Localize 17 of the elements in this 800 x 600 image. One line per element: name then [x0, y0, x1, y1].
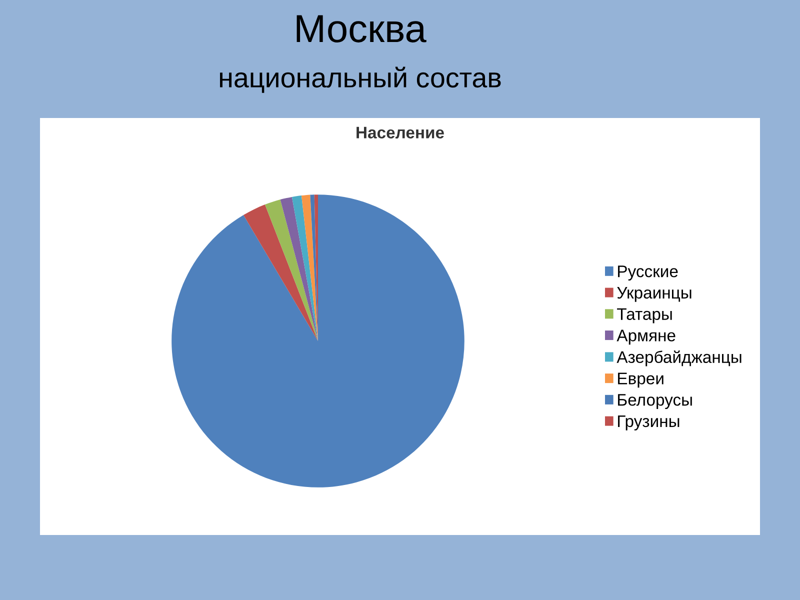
legend-label: Азербайджанцы: [616, 350, 742, 366]
chart-title: Москва: [296, 15, 426, 42]
pie-slice: [172, 194, 464, 488]
legend-label: Татары: [617, 308, 672, 324]
legend-label: Армяне: [616, 330, 676, 345]
legend-label: Грузины: [618, 415, 680, 430]
text: Население: [356, 126, 444, 138]
legend-label: Евреи: [618, 372, 664, 388]
pie-slice: [264, 200, 318, 341]
legend-label: Русские: [618, 266, 678, 281]
legend-label: Украинцы: [617, 286, 692, 302]
pie-slice: [280, 196, 318, 341]
pie-slice: [301, 194, 318, 341]
legend-label: Белорусы: [618, 394, 692, 410]
pie-slice: [243, 204, 318, 341]
chart-subtitle: национальный состав: [220, 66, 501, 93]
pie-slice: [292, 196, 318, 341]
